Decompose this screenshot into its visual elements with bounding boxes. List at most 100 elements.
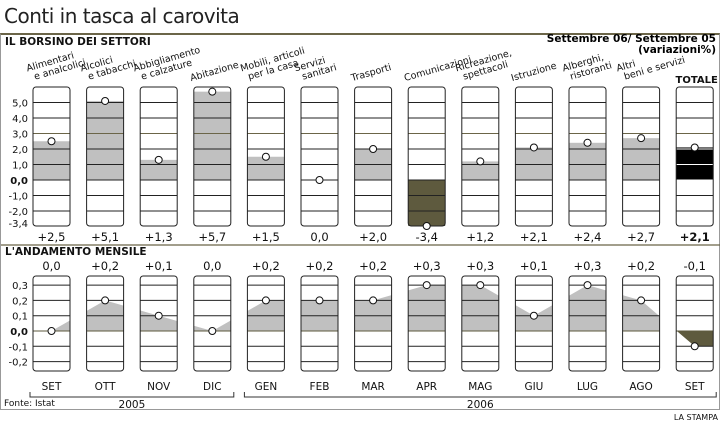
value-label: +2,1 bbox=[680, 230, 710, 244]
column-frame bbox=[193, 86, 232, 227]
subtitle: Settembre 06/ Settembre 05 (variazioni%) bbox=[547, 34, 716, 56]
year-label: 2005 bbox=[119, 399, 146, 411]
month-label: NOV bbox=[147, 381, 171, 393]
y-tick-label: 5,0 bbox=[12, 99, 28, 110]
column-frame bbox=[568, 86, 607, 227]
bar bbox=[33, 141, 70, 180]
y-tick-label: 2,0 bbox=[12, 145, 28, 156]
month-label: SET bbox=[685, 381, 705, 393]
category-label: TOTALE bbox=[676, 75, 718, 86]
data-point bbox=[637, 296, 646, 305]
value-label: +0,2 bbox=[252, 259, 280, 273]
data-point bbox=[154, 311, 163, 320]
y-tick-label: -0,2 bbox=[8, 358, 28, 369]
y-tick-label: -1,0 bbox=[8, 192, 28, 203]
column-frame bbox=[568, 275, 607, 372]
value-label: +2,7 bbox=[627, 230, 655, 244]
column-frame bbox=[675, 275, 714, 372]
section-title-sectors: IL BORSINO DEI SETTORI bbox=[5, 36, 151, 48]
value-label: +0,2 bbox=[627, 259, 655, 273]
value-label: -0,1 bbox=[683, 259, 705, 273]
data-point bbox=[47, 137, 56, 146]
brand-logo: LA STAMPA bbox=[673, 413, 718, 422]
column-frame bbox=[354, 86, 393, 227]
column-bg bbox=[301, 87, 338, 226]
bar bbox=[676, 147, 714, 180]
column-frame bbox=[354, 275, 393, 372]
column-frame bbox=[32, 86, 71, 227]
data-point bbox=[47, 327, 56, 335]
column-frame bbox=[514, 86, 553, 227]
month-label: LUG bbox=[577, 381, 598, 393]
data-point bbox=[476, 281, 485, 290]
column-frame bbox=[300, 275, 339, 372]
data-point bbox=[315, 176, 324, 184]
data-point bbox=[422, 281, 431, 290]
subtitle-line-1: Settembre 06/ Settembre 05 bbox=[546, 33, 716, 45]
y-tick-label: 0,0 bbox=[10, 327, 28, 338]
month-label: GEN bbox=[255, 381, 278, 393]
value-label: +0,2 bbox=[91, 259, 119, 273]
bar bbox=[622, 138, 660, 180]
value-label: +0,3 bbox=[413, 259, 441, 273]
y-tick-label: 0,1 bbox=[12, 312, 28, 323]
column-frame bbox=[139, 275, 178, 372]
data-point bbox=[101, 296, 110, 305]
column-bg bbox=[461, 87, 499, 226]
bar bbox=[86, 100, 124, 180]
chart-frame bbox=[0, 33, 720, 410]
column-frame bbox=[461, 86, 500, 227]
bar bbox=[193, 91, 231, 180]
value-label: +2,1 bbox=[520, 230, 548, 244]
value-label: +1,2 bbox=[466, 230, 494, 244]
value-label: +2,5 bbox=[38, 230, 66, 244]
column-frame bbox=[622, 86, 661, 227]
value-label: 0,0 bbox=[203, 259, 221, 273]
y-tick-label: 4,0 bbox=[12, 114, 28, 125]
bar bbox=[408, 180, 446, 226]
value-label: +2,0 bbox=[359, 230, 387, 244]
month-label: MAG bbox=[468, 381, 492, 393]
month-label: OTT bbox=[95, 381, 116, 393]
value-label: -3,4 bbox=[415, 230, 437, 244]
value-label: +0,1 bbox=[145, 259, 173, 273]
data-point bbox=[422, 222, 431, 230]
y-tick-label: -2,0 bbox=[8, 207, 28, 218]
y-tick-label: -3,4 bbox=[8, 219, 28, 230]
y-tick-label: 3,0 bbox=[12, 130, 28, 141]
column-frame bbox=[675, 86, 714, 227]
source-note: Fonte: Istat bbox=[4, 399, 55, 409]
data-point bbox=[583, 281, 592, 290]
data-point bbox=[101, 96, 110, 105]
column-frame bbox=[246, 275, 285, 372]
column-bg bbox=[193, 276, 231, 371]
column-frame bbox=[32, 275, 71, 372]
value-label: +0,1 bbox=[520, 259, 548, 273]
data-point bbox=[261, 296, 270, 305]
column-frame bbox=[86, 86, 125, 227]
data-point bbox=[690, 143, 699, 152]
data-point bbox=[529, 311, 538, 320]
value-label: 0,0 bbox=[42, 259, 60, 273]
y-tick-label: 0,3 bbox=[12, 281, 28, 292]
column-frame bbox=[86, 275, 125, 372]
data-point bbox=[690, 342, 699, 351]
value-label: +5,7 bbox=[198, 230, 226, 244]
year-bracket bbox=[243, 392, 717, 398]
data-point bbox=[637, 134, 646, 143]
value-label: +2,4 bbox=[574, 230, 602, 244]
value-label: +0,2 bbox=[359, 259, 387, 273]
month-label: MAR bbox=[361, 381, 385, 393]
y-tick-label: 0,2 bbox=[12, 296, 28, 307]
column-frame bbox=[514, 275, 553, 372]
column-bg bbox=[676, 276, 714, 371]
value-label: +5,1 bbox=[91, 230, 119, 244]
data-point bbox=[154, 155, 163, 164]
y-tick-label: 0,0 bbox=[10, 176, 28, 187]
bar bbox=[569, 142, 606, 180]
value-label: +0,3 bbox=[574, 259, 602, 273]
column-frame bbox=[461, 275, 500, 372]
data-point bbox=[208, 87, 217, 96]
bar bbox=[461, 161, 499, 180]
